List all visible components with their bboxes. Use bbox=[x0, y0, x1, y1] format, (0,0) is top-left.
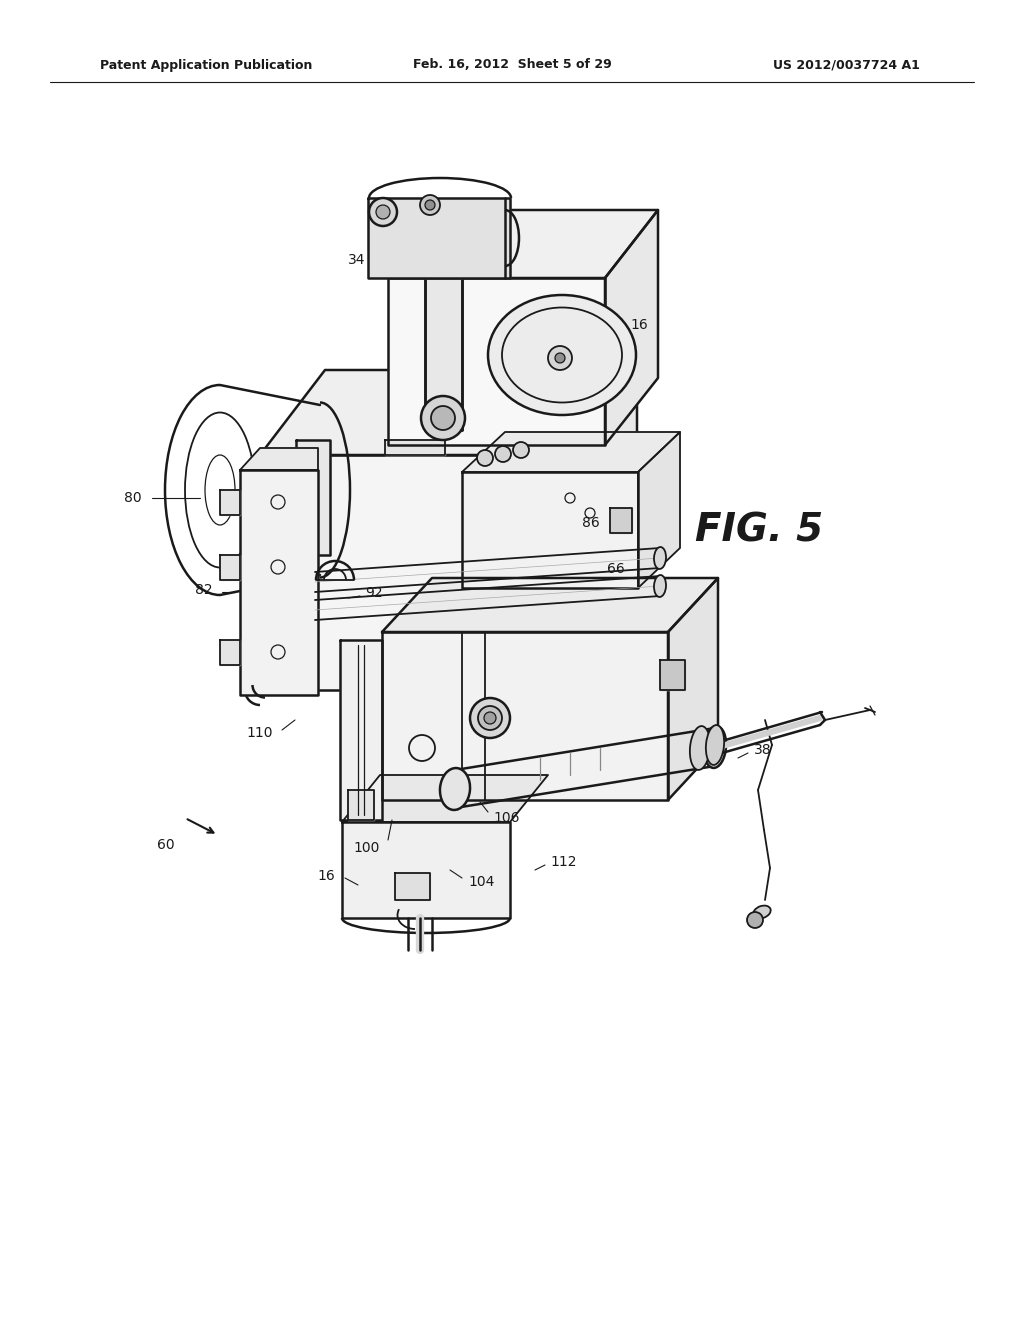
Circle shape bbox=[376, 205, 390, 219]
Ellipse shape bbox=[703, 726, 726, 768]
Text: 60: 60 bbox=[158, 838, 175, 851]
Polygon shape bbox=[668, 578, 718, 800]
Polygon shape bbox=[240, 447, 318, 470]
Circle shape bbox=[484, 711, 496, 723]
Polygon shape bbox=[388, 210, 658, 279]
Circle shape bbox=[746, 912, 763, 928]
Circle shape bbox=[420, 195, 440, 215]
Polygon shape bbox=[368, 198, 510, 279]
Polygon shape bbox=[610, 508, 632, 533]
Polygon shape bbox=[395, 873, 430, 900]
Text: Patent Application Publication: Patent Application Publication bbox=[100, 58, 312, 71]
Ellipse shape bbox=[654, 576, 666, 597]
Polygon shape bbox=[340, 640, 382, 820]
Text: 38: 38 bbox=[754, 743, 772, 756]
Text: 16: 16 bbox=[317, 869, 335, 883]
Text: Feb. 16, 2012  Sheet 5 of 29: Feb. 16, 2012 Sheet 5 of 29 bbox=[413, 58, 611, 71]
Ellipse shape bbox=[488, 294, 636, 414]
Text: 104: 104 bbox=[468, 875, 495, 888]
Polygon shape bbox=[240, 470, 318, 696]
Polygon shape bbox=[385, 440, 445, 455]
Polygon shape bbox=[562, 370, 637, 690]
Polygon shape bbox=[462, 432, 680, 473]
Text: 100: 100 bbox=[353, 841, 380, 855]
Ellipse shape bbox=[440, 768, 470, 810]
Text: 80: 80 bbox=[124, 491, 142, 506]
Polygon shape bbox=[220, 554, 240, 579]
Text: US 2012/0037724 A1: US 2012/0037724 A1 bbox=[773, 58, 920, 71]
Polygon shape bbox=[260, 455, 562, 690]
Circle shape bbox=[478, 706, 502, 730]
Polygon shape bbox=[342, 775, 548, 822]
Text: FIG. 5: FIG. 5 bbox=[695, 511, 823, 549]
Circle shape bbox=[548, 346, 572, 370]
Polygon shape bbox=[425, 279, 462, 430]
Ellipse shape bbox=[706, 725, 724, 764]
Circle shape bbox=[431, 407, 455, 430]
Polygon shape bbox=[296, 440, 330, 554]
Text: 82: 82 bbox=[196, 583, 213, 597]
Polygon shape bbox=[382, 578, 718, 632]
Text: 16: 16 bbox=[630, 318, 648, 333]
Polygon shape bbox=[462, 473, 638, 587]
Polygon shape bbox=[220, 490, 240, 515]
Circle shape bbox=[369, 198, 397, 226]
Polygon shape bbox=[348, 789, 374, 820]
Polygon shape bbox=[260, 370, 637, 455]
Circle shape bbox=[495, 446, 511, 462]
Ellipse shape bbox=[690, 726, 711, 770]
Polygon shape bbox=[382, 632, 668, 800]
Circle shape bbox=[513, 442, 529, 458]
Ellipse shape bbox=[754, 906, 771, 919]
Text: 106: 106 bbox=[493, 810, 519, 825]
Circle shape bbox=[477, 450, 493, 466]
Polygon shape bbox=[388, 279, 605, 445]
Polygon shape bbox=[638, 432, 680, 587]
Polygon shape bbox=[342, 822, 510, 917]
Ellipse shape bbox=[654, 546, 666, 569]
Circle shape bbox=[425, 201, 435, 210]
Circle shape bbox=[470, 698, 510, 738]
Text: 34: 34 bbox=[347, 253, 365, 267]
Text: 92: 92 bbox=[365, 586, 383, 601]
Polygon shape bbox=[220, 640, 240, 665]
Text: 110: 110 bbox=[247, 726, 273, 741]
Circle shape bbox=[421, 396, 465, 440]
Polygon shape bbox=[660, 660, 685, 690]
Circle shape bbox=[555, 352, 565, 363]
Text: 86: 86 bbox=[582, 516, 600, 531]
Text: 66: 66 bbox=[607, 562, 625, 576]
Text: 112: 112 bbox=[550, 855, 577, 869]
Polygon shape bbox=[605, 210, 658, 445]
